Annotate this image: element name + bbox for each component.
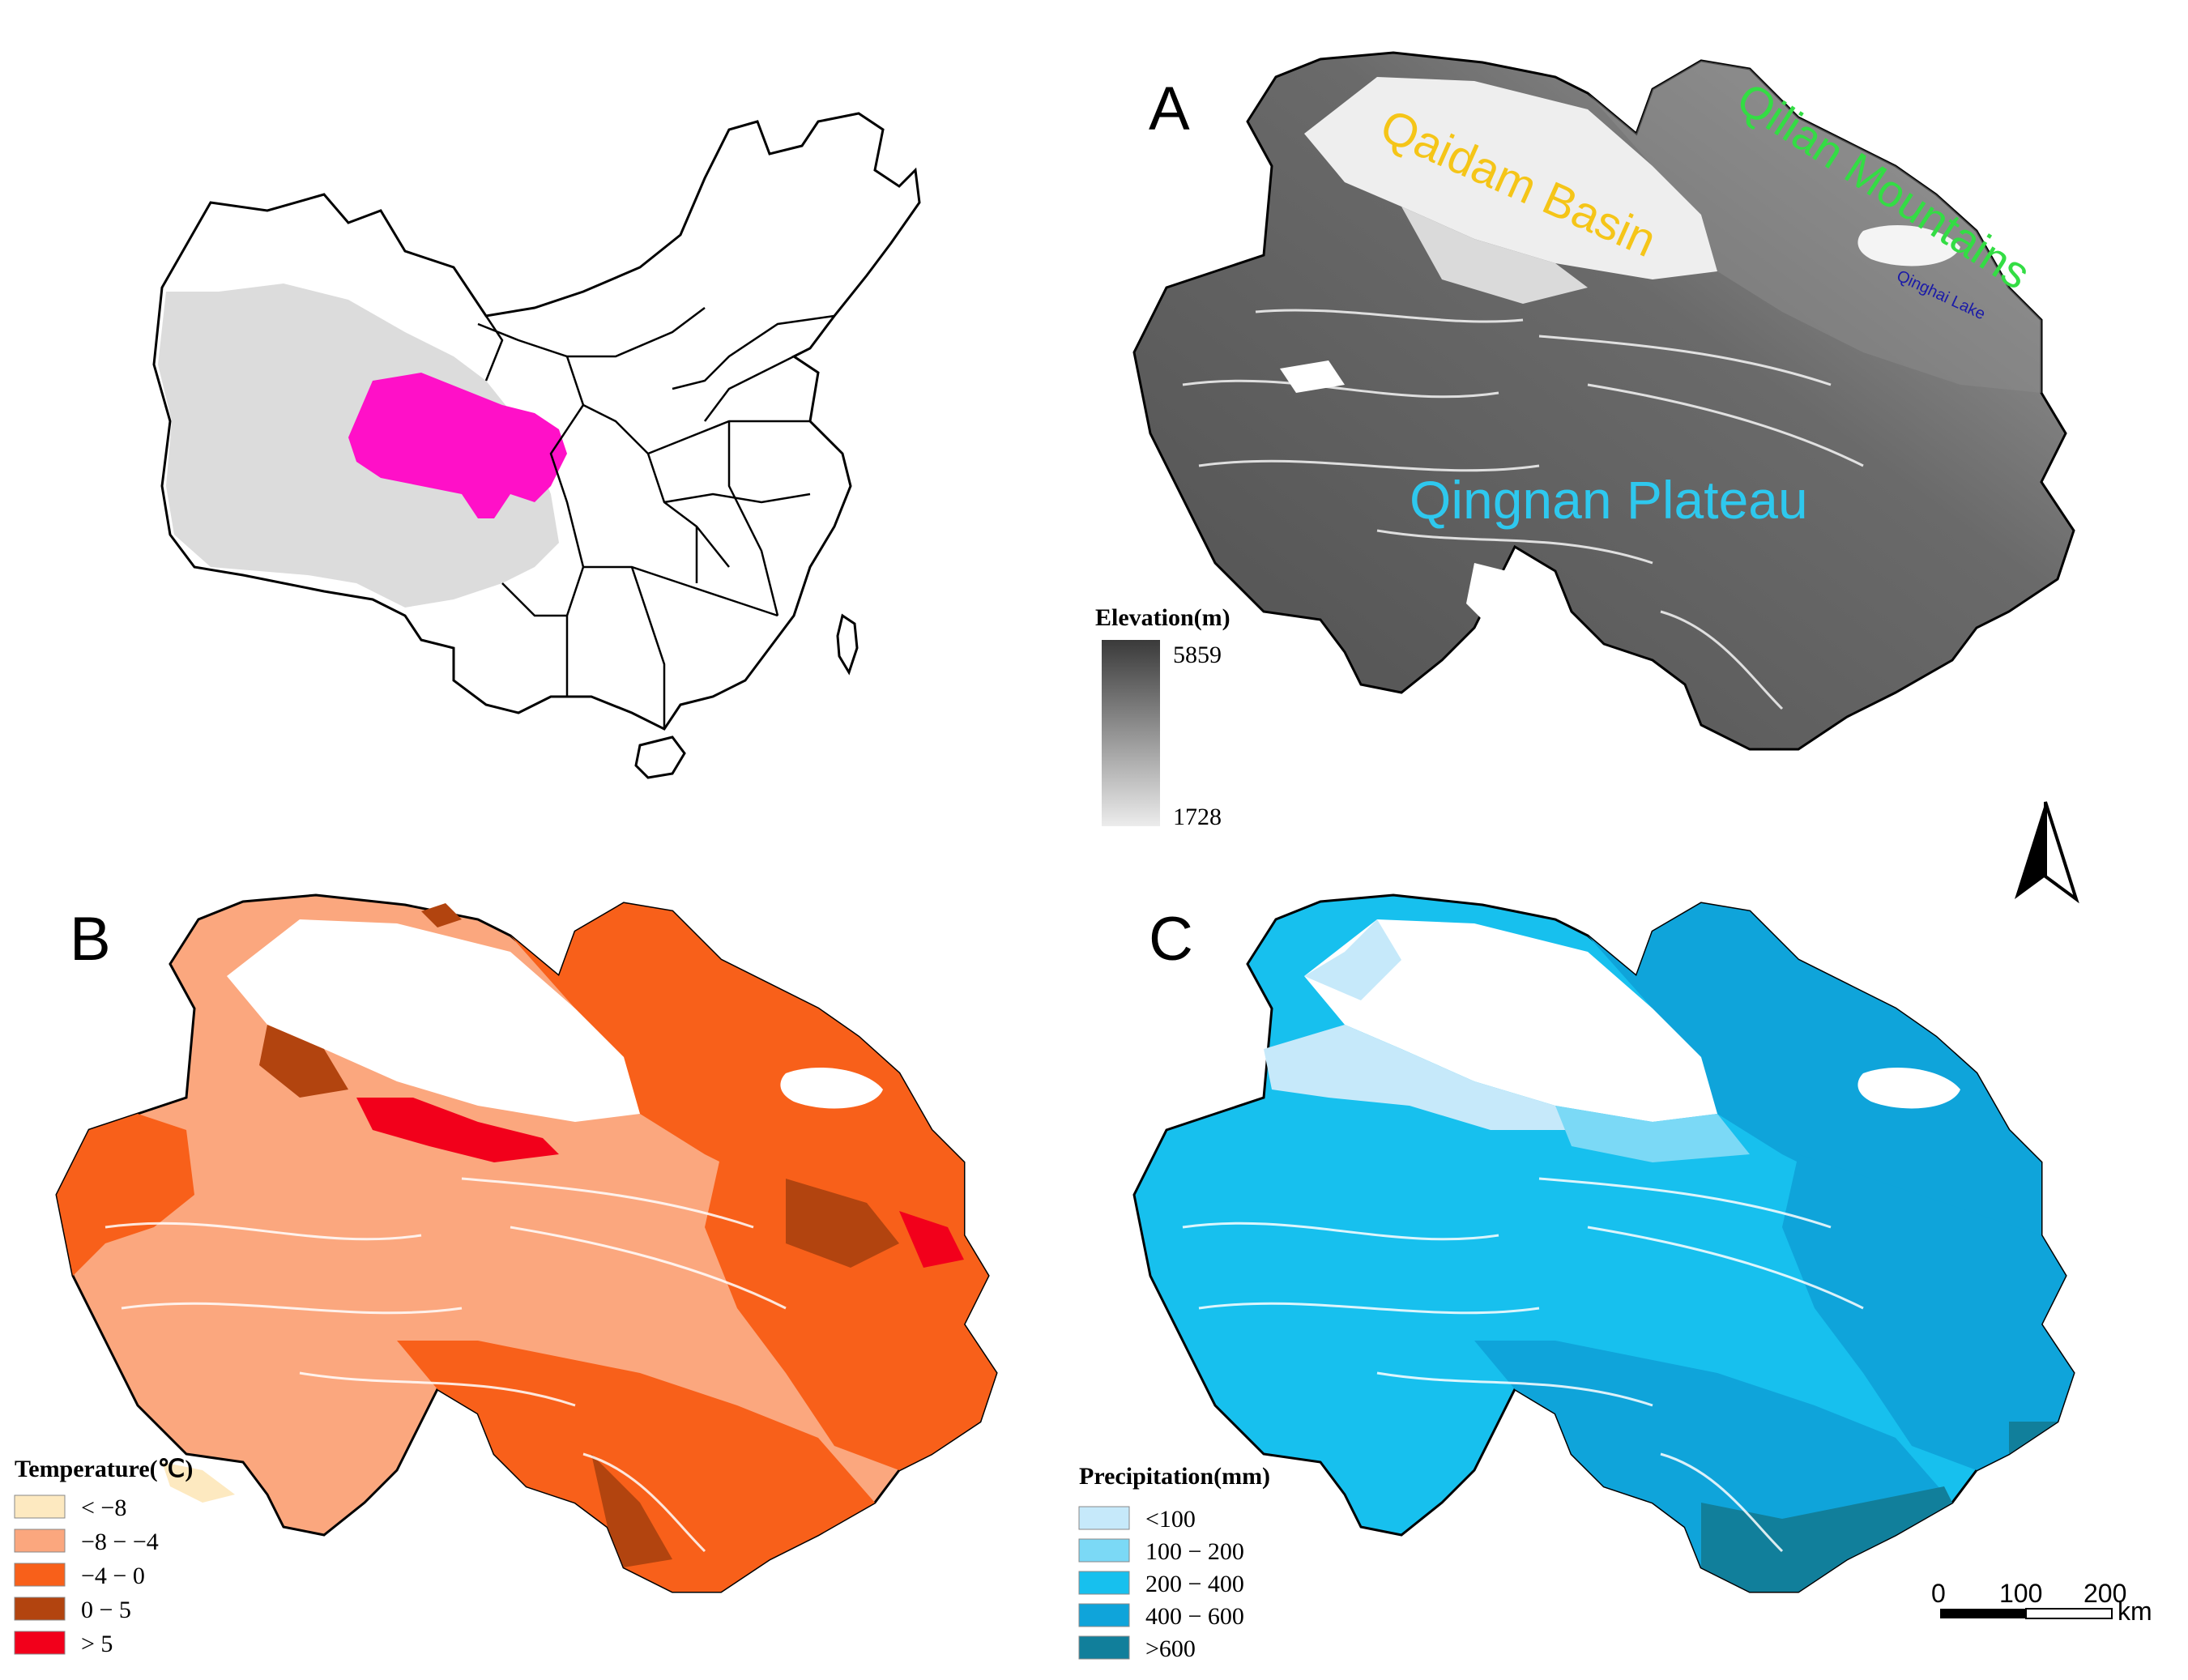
svg-text:> 5: > 5 [81, 1631, 113, 1657]
elevation-legend-title: Elevation(m) [1095, 604, 1230, 631]
scale-tick-0: 0 [1931, 1579, 1946, 1608]
panel-letter-a: A [1149, 75, 1190, 143]
temperature-legend-item: < −8 [14, 1495, 126, 1521]
temperature-legend-item: 0 − 5 [14, 1597, 131, 1623]
temperature-legend-item: > 5 [14, 1631, 113, 1657]
precipitation-legend-item: >600 [1078, 1635, 1196, 1662]
svg-text:−8 − −4: −8 − −4 [81, 1529, 159, 1555]
province-boundaries [477, 307, 835, 729]
temperature-legend-title: Temperature(℃) [15, 1456, 193, 1482]
precipitation-map [1132, 893, 2075, 1593]
temperature-legend: Temperature(℃) < −8 −8 − −4 −4 − 0 0 − 5… [14, 1456, 193, 1657]
svg-text:< −8: < −8 [81, 1495, 126, 1521]
svg-text:<100: <100 [1145, 1506, 1196, 1533]
svg-text:200 − 400: 200 − 400 [1145, 1571, 1244, 1597]
svg-text:−4 − 0: −4 − 0 [81, 1563, 145, 1589]
precipitation-legend-item: 400 − 600 [1078, 1603, 1244, 1630]
locator-map [152, 112, 921, 779]
precipitation-legend: Precipitation(mm) <100 100 − 200 200 − 4… [1078, 1463, 1270, 1662]
north-arrow-icon [2015, 801, 2079, 904]
elevation-max-label: 5859 [1173, 642, 1222, 668]
elevation-colorbar [1102, 640, 1160, 826]
precipitation-legend-item: <100 [1078, 1506, 1196, 1533]
qingnan-plateau-label: Qingnan Plateau [1410, 470, 1808, 530]
temperature-map [55, 893, 998, 1593]
scale-tick-100: 100 [1999, 1579, 2042, 1608]
precipitation-legend-item: 100 − 200 [1078, 1538, 1244, 1565]
svg-text:>600: >600 [1145, 1635, 1196, 1662]
elevation-min-label: 1728 [1173, 804, 1222, 830]
panel-letter-b: B [70, 905, 111, 974]
hainan-island [634, 736, 686, 779]
scale-bar: 0 100 200 km [1931, 1579, 2152, 1626]
svg-text:0 − 5: 0 − 5 [81, 1597, 131, 1623]
panel-letter-c: C [1149, 905, 1193, 974]
taiwan-island [836, 613, 859, 676]
temperature-legend-item: −4 − 0 [14, 1563, 145, 1589]
elevation-map [1132, 51, 2075, 751]
scale-tick-200: 200 [2084, 1579, 2126, 1608]
elevation-legend: Elevation(m) 5859 1728 [1095, 604, 1230, 830]
precipitation-legend-title: Precipitation(mm) [1079, 1463, 1270, 1490]
scale-unit: km [2118, 1597, 2152, 1626]
svg-text:100 − 200: 100 − 200 [1145, 1538, 1244, 1565]
qinghai-province-highlight [348, 373, 567, 518]
svg-text:400 − 600: 400 − 600 [1145, 1603, 1244, 1630]
temperature-legend-item: −8 − −4 [14, 1529, 159, 1555]
precipitation-legend-item: 200 − 400 [1078, 1571, 1244, 1597]
